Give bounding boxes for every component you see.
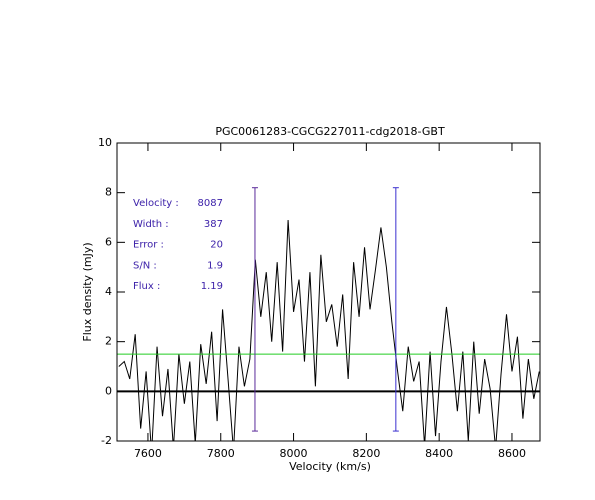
y-tick-label: 8 [105,186,112,199]
annotation-label: Error : [133,240,164,251]
x-tick-label: 8400 [425,447,453,460]
y-tick-label: 2 [105,335,112,348]
x-tick-label: 7600 [134,447,162,460]
annotation-label: Velocity : [133,198,179,209]
y-tick-label: 6 [105,235,112,248]
annotation-label: Flux : [133,281,160,292]
annotation-value: 8087 [198,198,223,209]
chart-title: PGC0061283-CGCG227011-cdg2018-GBT [215,125,445,138]
spectrum-line [118,219,540,441]
annotation-label: Width : [133,219,169,230]
annotation-value: 1.19 [201,281,223,292]
x-axis-label: Velocity (km/s) [289,460,371,473]
x-tick-label: 8600 [498,447,526,460]
x-tick-label: 8200 [352,447,380,460]
y-tick-label: 4 [105,285,112,298]
annotation-value: 20 [210,240,223,251]
annotation-value: 387 [204,219,223,230]
y-axis-label: Flux density (mJy) [81,242,94,341]
annotation-label: S/N : [133,260,157,271]
y-tick-label: 10 [98,136,112,149]
y-tick-label: 0 [105,384,112,397]
annotation-value: 1.9 [207,260,223,271]
plot-frame [116,142,541,442]
y-tick-label: -2 [101,434,112,447]
x-tick-label: 8000 [280,447,308,460]
x-tick-label: 7800 [207,447,235,460]
